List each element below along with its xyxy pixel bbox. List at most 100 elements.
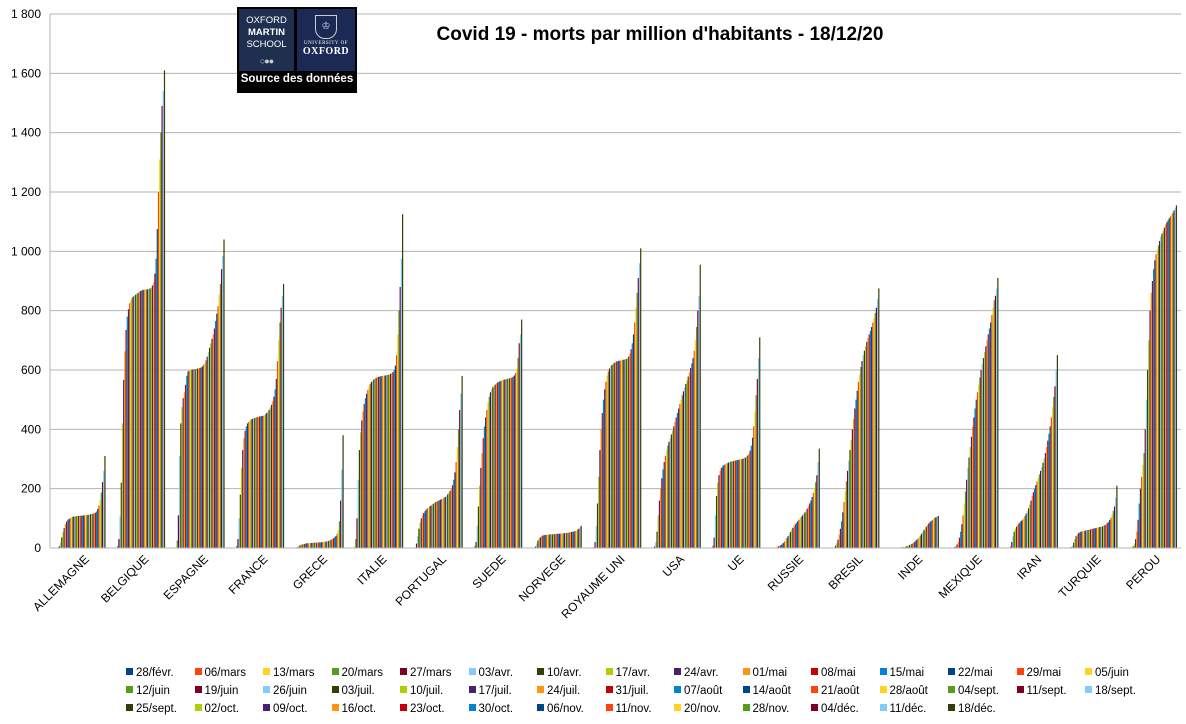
bar [1175, 205, 1178, 548]
bar [622, 359, 624, 548]
logo-text-line3: SCHOOL [246, 39, 287, 50]
bar [757, 358, 760, 548]
bar [1039, 470, 1042, 548]
bar [206, 356, 208, 548]
bar [87, 514, 89, 548]
bar [386, 375, 388, 548]
x-category-label: NORVEGE [516, 552, 568, 604]
bar [250, 419, 252, 548]
bar [417, 536, 419, 548]
bar [430, 505, 432, 548]
bar [625, 359, 627, 548]
bar [130, 300, 132, 548]
bar [1163, 227, 1166, 548]
bar [872, 322, 874, 548]
bar [518, 343, 520, 548]
bar [436, 501, 438, 548]
bar [688, 372, 691, 548]
bar [98, 505, 100, 548]
bar [320, 542, 323, 548]
bar [511, 377, 513, 548]
legend-label: 16/oct. [341, 703, 377, 715]
bar [491, 389, 493, 548]
bar [543, 535, 545, 548]
bar [564, 533, 567, 548]
bar [720, 467, 722, 548]
bar [967, 467, 969, 548]
bar [331, 539, 333, 548]
bar [485, 417, 487, 548]
bar [375, 377, 377, 548]
bar [444, 496, 446, 548]
bar [503, 379, 505, 548]
source-logo[interactable]: OXFORD MARTIN SCHOOL ○●● ♔ UNIVERSITY OF… [237, 7, 357, 93]
legend-label: 08/mai [821, 667, 856, 679]
legend-swatch [537, 686, 544, 693]
legend-label: 10/juil. [410, 685, 444, 697]
bar [483, 426, 486, 548]
bar [960, 531, 962, 548]
bar [614, 361, 617, 548]
bar [380, 376, 382, 548]
x-category-label: ALLEMAGNE [30, 552, 92, 614]
bar [1162, 230, 1164, 549]
bar [249, 420, 251, 548]
bar [306, 543, 308, 548]
bar [423, 512, 425, 548]
bar [630, 349, 632, 548]
bar [73, 516, 75, 548]
bar [913, 542, 915, 548]
bar [397, 334, 399, 548]
bar [594, 542, 596, 548]
bar [65, 521, 68, 548]
bar [415, 543, 418, 548]
bar [183, 392, 186, 548]
bar [807, 506, 810, 548]
bar [475, 542, 477, 548]
bar [843, 502, 845, 548]
bar [755, 395, 757, 548]
bar [656, 531, 658, 548]
bar [836, 543, 838, 548]
bar [95, 511, 98, 548]
bar [187, 371, 189, 548]
bar [307, 543, 309, 548]
bar [690, 367, 692, 548]
bar [655, 542, 657, 548]
bar [1088, 529, 1090, 548]
bar [76, 515, 78, 548]
bar [1159, 240, 1161, 548]
bar [907, 545, 909, 548]
bar [94, 512, 96, 548]
bar [813, 487, 816, 548]
bar [205, 360, 207, 548]
legend-item: 10/avr. [537, 665, 582, 682]
bar [353, 546, 356, 548]
x-category-label: ESPAGNE [161, 552, 211, 602]
bar [562, 533, 564, 548]
bar [546, 534, 549, 548]
bar [1132, 546, 1134, 548]
bar [1151, 281, 1154, 548]
bar [1042, 462, 1044, 548]
legend-swatch [605, 668, 613, 675]
bar [222, 255, 224, 549]
bar [191, 369, 193, 548]
bar [258, 416, 261, 548]
chart-title: Covid 19 - morts par million d'habitants… [436, 24, 884, 45]
legend-label: 02/oct. [204, 703, 240, 715]
bar [223, 239, 225, 548]
bar [878, 288, 880, 548]
bar [155, 258, 157, 548]
bar [566, 532, 568, 548]
legend-swatch [331, 668, 339, 675]
bar [252, 418, 255, 548]
bar [877, 298, 879, 548]
bar [1135, 539, 1137, 548]
bar [188, 370, 190, 548]
bar [1116, 485, 1118, 548]
bar [753, 426, 755, 548]
bar [151, 285, 154, 548]
legend-label: 29/mai [1026, 667, 1062, 679]
bar [719, 470, 721, 548]
